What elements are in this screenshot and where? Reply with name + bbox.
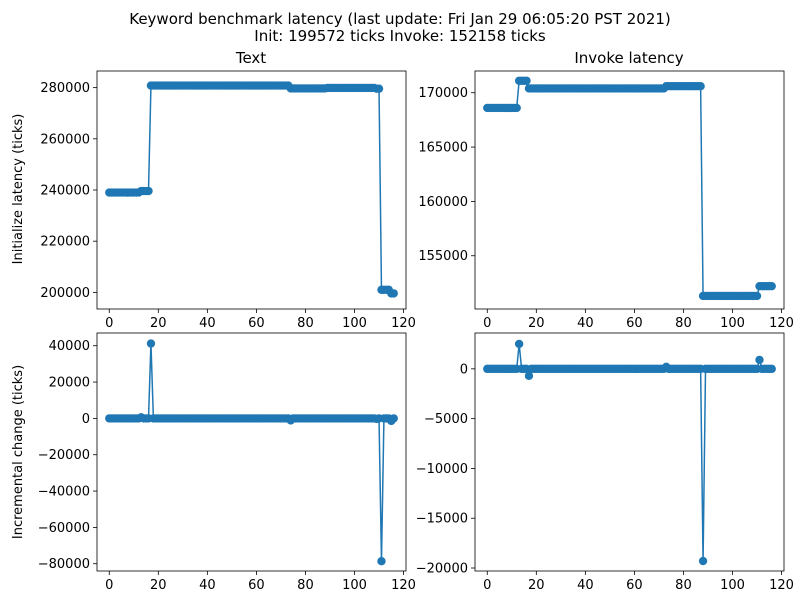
data-point (696, 82, 705, 91)
data-point (377, 556, 386, 566)
x-tick-label: 0 (483, 578, 491, 593)
x-tick-label: 0 (105, 578, 113, 593)
x-tick-label: 20 (150, 578, 167, 593)
x-tick-label: 100 (720, 578, 745, 593)
x-tick-label: 0 (483, 316, 491, 331)
data-point (389, 289, 398, 298)
data-point (755, 355, 764, 365)
plot-area: 0 20 40 60 80 100 120 200000 220000 240000 260000 2… (40, 70, 416, 331)
y-axis-label: Incremental change (ticks) (11, 365, 26, 539)
x-tick-label: 120 (769, 316, 794, 331)
x-tick-label: 100 (342, 316, 367, 331)
x-tick-label: 40 (577, 316, 594, 331)
x-tick-label: 20 (528, 578, 545, 593)
x-tick-label: 120 (391, 316, 416, 331)
data-point (374, 84, 384, 93)
series-line (487, 80, 772, 297)
y-tick-label: −80000 (38, 557, 90, 572)
y-tick-label: −15000 (416, 512, 468, 527)
y-tick-label: −20000 (38, 448, 90, 463)
y-tick-label: 165000 (418, 141, 468, 156)
y-tick-label: 155000 (418, 249, 468, 264)
data-point (144, 186, 153, 196)
x-tick-label: 80 (297, 316, 314, 331)
x-tick-label: 20 (528, 316, 545, 331)
data-point (389, 414, 398, 423)
y-tick-label: 170000 (418, 86, 468, 101)
y-tick-label: 20000 (49, 376, 90, 391)
subplot-invoke-change: 0 20 40 60 80 100 120 −20000 −15000 −10000 −5000 0 (416, 332, 794, 593)
y-tick-label: 280000 (40, 81, 90, 96)
y-tick-label: −5000 (424, 412, 468, 427)
plot-area: 0 20 40 60 80 100 120 −20000 −15000 −10000 −5000 0 (416, 332, 794, 593)
y-tick-label: 240000 (40, 184, 90, 199)
x-tick-label: 60 (626, 316, 643, 331)
y-tick-label: 40000 (49, 339, 90, 354)
data-point (146, 339, 156, 348)
subplot-invoke-latency: Invoke latency 0 20 40 60 80 100 120 155000 1600… (418, 49, 794, 331)
y-axis-label: Initialize latency (ticks) (11, 114, 26, 265)
series-line (109, 343, 395, 562)
subplot-init-latency: Text Initialize latency (ticks) 0 20 40 60 8… (11, 49, 416, 331)
y-tick-label: −10000 (416, 462, 468, 477)
x-tick-label: 100 (720, 316, 745, 331)
axes-frame (474, 332, 785, 572)
x-tick-label: 80 (675, 316, 692, 331)
data-point (522, 76, 531, 85)
subplot-title: Invoke latency (574, 49, 683, 67)
subplot-title: Text (235, 49, 266, 67)
figure-subtitle: Init: 199572 ticks Invoke: 152158 ticks (254, 27, 546, 45)
axes-frame (96, 332, 407, 572)
x-tick-label: 100 (342, 578, 367, 593)
data-point (752, 291, 762, 301)
y-tick-label: 0 (460, 362, 468, 377)
x-tick-label: 60 (626, 578, 643, 593)
y-tick-label: −60000 (38, 521, 90, 536)
y-tick-label: 0 (82, 412, 90, 427)
y-tick-label: −20000 (416, 562, 468, 577)
x-tick-label: 40 (199, 578, 216, 593)
x-tick-label: 0 (105, 316, 113, 331)
axes-frame (474, 70, 785, 310)
x-tick-label: 80 (675, 578, 692, 593)
x-tick-label: 120 (391, 578, 416, 593)
y-tick-label: −40000 (38, 485, 90, 500)
x-tick-label: 120 (769, 578, 794, 593)
data-point (767, 364, 776, 374)
data-point (767, 281, 776, 291)
figure-title: Keyword benchmark latency (last update: … (129, 10, 671, 28)
x-tick-label: 40 (199, 316, 216, 331)
x-tick-label: 20 (150, 316, 167, 331)
data-point (514, 339, 524, 349)
x-tick-label: 40 (577, 578, 594, 593)
y-tick-label: 260000 (40, 132, 90, 147)
y-tick-label: 220000 (40, 235, 90, 250)
x-tick-label: 60 (248, 578, 265, 593)
y-tick-label: 200000 (40, 286, 90, 301)
subplot-init-change: Incremental change (ticks) 0 20 40 60 80 100 1… (11, 332, 416, 593)
data-point (698, 556, 708, 566)
plot-area: 0 20 40 60 80 100 120 −80000 −60000 −40000 −20000 0… (38, 332, 416, 593)
x-tick-label: 80 (297, 578, 314, 593)
x-tick-label: 60 (248, 316, 265, 331)
data-point (524, 371, 534, 381)
y-tick-label: 160000 (418, 195, 468, 210)
data-point (512, 103, 521, 113)
plot-area: 0 20 40 60 80 100 120 155000 160000 165000 170000 (418, 70, 794, 331)
